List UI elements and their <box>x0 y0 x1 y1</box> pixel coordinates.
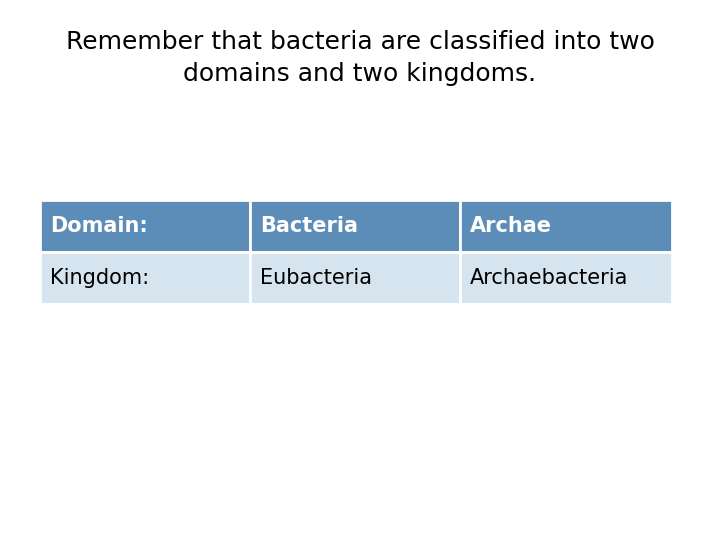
Bar <box>460 200 672 252</box>
Bar <box>40 200 250 252</box>
Text: Archae: Archae <box>470 216 552 236</box>
Bar <box>250 252 460 304</box>
Text: Archaebacteria: Archaebacteria <box>470 268 629 288</box>
Text: Eubacteria: Eubacteria <box>260 268 372 288</box>
Bar <box>460 252 672 304</box>
Text: Bacteria: Bacteria <box>260 216 358 236</box>
Bar <box>40 252 250 304</box>
Text: Kingdom:: Kingdom: <box>50 268 149 288</box>
Text: Domain:: Domain: <box>50 216 148 236</box>
Text: Remember that bacteria are classified into two
domains and two kingdoms.: Remember that bacteria are classified in… <box>66 30 654 86</box>
Bar <box>250 200 460 252</box>
